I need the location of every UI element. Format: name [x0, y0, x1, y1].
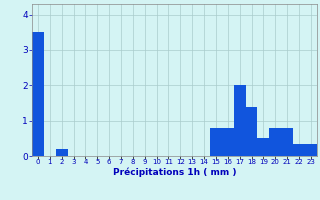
Bar	[210, 128, 222, 156]
Bar	[258, 138, 269, 156]
Bar	[281, 128, 293, 156]
Bar	[32, 32, 44, 156]
X-axis label: Précipitations 1h ( mm ): Précipitations 1h ( mm )	[113, 168, 236, 177]
Bar	[222, 128, 234, 156]
Bar	[305, 144, 317, 156]
Bar	[246, 107, 258, 156]
Bar	[234, 85, 246, 156]
Bar	[269, 128, 281, 156]
Bar	[56, 149, 68, 156]
Bar	[293, 144, 305, 156]
